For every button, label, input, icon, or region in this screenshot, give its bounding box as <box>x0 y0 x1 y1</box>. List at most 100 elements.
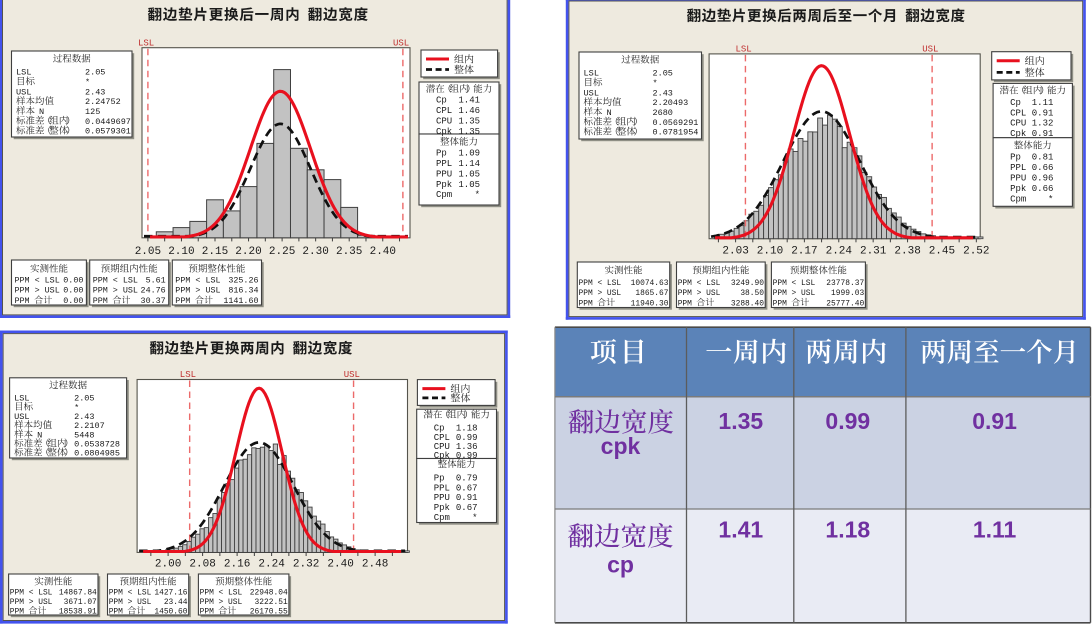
svg-text:*: * <box>74 403 79 413</box>
svg-text:Ppk: Ppk <box>1010 184 1026 194</box>
svg-text:1999.03: 1999.03 <box>831 289 864 298</box>
svg-text:0.91: 0.91 <box>972 408 1017 434</box>
svg-text:PPU: PPU <box>436 169 452 179</box>
svg-text:PPM > USL: PPM > USL <box>10 598 53 607</box>
svg-text:2.03: 2.03 <box>722 246 748 258</box>
svg-text:PPM > USL: PPM > USL <box>200 598 243 607</box>
svg-text:LSL: LSL <box>14 394 29 404</box>
svg-text:CPL: CPL <box>1010 108 1026 118</box>
svg-text:11940.30: 11940.30 <box>631 299 669 308</box>
svg-text:*: * <box>1048 195 1053 205</box>
svg-text:Cpm: Cpm <box>434 513 450 523</box>
svg-text:PPM: PPM <box>109 608 123 617</box>
svg-text:PPM < LSL: PPM < LSL <box>10 589 53 598</box>
svg-text:2.43: 2.43 <box>85 87 105 97</box>
svg-text:LSL: LSL <box>138 39 154 49</box>
svg-text:LSL: LSL <box>180 370 196 380</box>
svg-text:0.99: 0.99 <box>825 408 870 434</box>
svg-text:PPM < LSL: PPM < LSL <box>200 589 243 598</box>
svg-text:PPM: PPM <box>773 299 787 308</box>
svg-text:2.43: 2.43 <box>74 412 94 422</box>
svg-text:LSL: LSL <box>735 45 751 55</box>
svg-text:0.0781954: 0.0781954 <box>653 128 699 138</box>
svg-text:325.26: 325.26 <box>228 275 258 285</box>
svg-text:Cpk: Cpk <box>434 451 450 461</box>
svg-text:Cp: Cp <box>434 424 445 434</box>
svg-text:0.91: 0.91 <box>456 493 478 503</box>
svg-text:2.05: 2.05 <box>85 68 105 78</box>
svg-text:0.67: 0.67 <box>456 483 478 493</box>
svg-text:2.48: 2.48 <box>362 559 388 571</box>
svg-text:23.44: 23.44 <box>164 598 188 607</box>
svg-text:PPM: PPM <box>678 299 692 308</box>
svg-text:Cpm: Cpm <box>1010 195 1026 205</box>
svg-text:PPM: PPM <box>93 296 108 306</box>
svg-text:CPU: CPU <box>1010 119 1026 129</box>
svg-text:2.00: 2.00 <box>155 559 181 571</box>
svg-text:2.10: 2.10 <box>168 246 194 258</box>
svg-text:0.0579301: 0.0579301 <box>85 127 131 137</box>
svg-text:1.35: 1.35 <box>718 408 763 434</box>
svg-text:0.0569291: 0.0569291 <box>653 118 699 128</box>
svg-text:USL: USL <box>393 39 409 49</box>
svg-text:0.79: 0.79 <box>456 474 478 484</box>
svg-text:2.15: 2.15 <box>202 246 228 258</box>
svg-text:2.43: 2.43 <box>653 88 673 98</box>
svg-text:PPM: PPM <box>175 296 190 306</box>
svg-text:PPL: PPL <box>1010 163 1026 173</box>
svg-text:PPM > USL: PPM > USL <box>93 286 138 296</box>
svg-text:cp: cp <box>607 552 634 578</box>
svg-text:PPM: PPM <box>579 299 593 308</box>
svg-text:2.2107: 2.2107 <box>74 421 105 431</box>
svg-text:N: N <box>39 107 44 117</box>
svg-text:0.91: 0.91 <box>1032 129 1054 139</box>
svg-text:2.24: 2.24 <box>258 559 285 571</box>
svg-text:PPM > USL: PPM > USL <box>109 598 152 607</box>
svg-text:2.05: 2.05 <box>653 69 673 79</box>
svg-text:1450.60: 1450.60 <box>154 608 187 617</box>
svg-text:125: 125 <box>85 107 100 117</box>
svg-text:3222.51: 3222.51 <box>255 598 288 607</box>
svg-text:23778.37: 23778.37 <box>826 279 864 288</box>
svg-text:1.05: 1.05 <box>458 169 480 179</box>
svg-text:Cpm: Cpm <box>436 190 452 200</box>
svg-text:26170.55: 26170.55 <box>250 608 288 617</box>
svg-text:USL: USL <box>16 87 31 97</box>
svg-text:2.52: 2.52 <box>963 246 989 258</box>
svg-text:5448: 5448 <box>74 430 94 440</box>
svg-text:10074.63: 10074.63 <box>631 279 669 288</box>
svg-text:Cpk: Cpk <box>1010 129 1026 139</box>
svg-text:2.08: 2.08 <box>189 559 215 571</box>
svg-text:CPL: CPL <box>436 106 452 116</box>
svg-text:PPM > USL: PPM > USL <box>175 286 220 296</box>
svg-text:30.37: 30.37 <box>141 296 166 306</box>
svg-text:1.35: 1.35 <box>458 127 480 137</box>
svg-text:2.05: 2.05 <box>74 394 94 404</box>
svg-text:816.34: 816.34 <box>228 286 258 296</box>
svg-text:1.32: 1.32 <box>1032 119 1054 129</box>
svg-text:2.45: 2.45 <box>929 246 955 258</box>
svg-text:Cpk: Cpk <box>436 127 452 137</box>
svg-text:2.40: 2.40 <box>327 559 353 571</box>
svg-text:PPL: PPL <box>436 159 452 169</box>
svg-text:Pp: Pp <box>436 148 447 158</box>
svg-text:1.18: 1.18 <box>825 517 870 543</box>
svg-text:2.20: 2.20 <box>235 246 261 258</box>
svg-text:1.41: 1.41 <box>718 517 763 543</box>
svg-text:N: N <box>607 108 612 118</box>
svg-text:0.99: 0.99 <box>456 451 478 461</box>
svg-text:PPM < LSL: PPM < LSL <box>15 275 60 285</box>
svg-text:Ppk: Ppk <box>434 503 450 513</box>
svg-text:PPU: PPU <box>434 493 450 503</box>
svg-text:0.0538728: 0.0538728 <box>74 439 120 449</box>
svg-text:3671.07: 3671.07 <box>64 598 97 607</box>
svg-text:3288.40: 3288.40 <box>731 299 764 308</box>
svg-text:2.16: 2.16 <box>224 559 250 571</box>
svg-text:LSL: LSL <box>16 68 31 78</box>
svg-text:2.20493: 2.20493 <box>653 98 689 108</box>
svg-text:2.17: 2.17 <box>791 246 817 258</box>
svg-text:USL: USL <box>14 412 29 422</box>
svg-text:0.99: 0.99 <box>456 433 478 443</box>
svg-text:PPL: PPL <box>434 483 450 493</box>
svg-text:PPM < LSL: PPM < LSL <box>678 279 721 288</box>
